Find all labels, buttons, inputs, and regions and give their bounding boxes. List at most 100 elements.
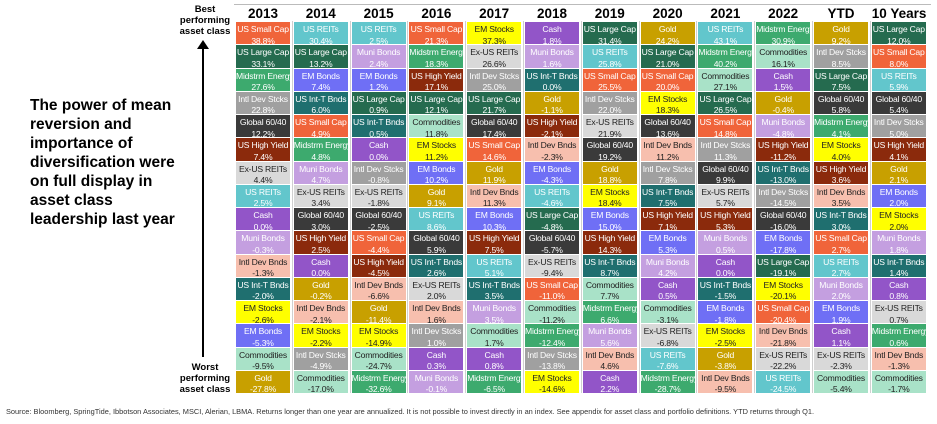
quilt-cell: EM Stocks -2.2% <box>293 324 348 347</box>
ranking-arrow <box>202 44 204 357</box>
return-value: 2.0% <box>889 198 909 207</box>
return-value: 25.5% <box>598 82 622 91</box>
asset-class-name: Intl Dev Bnds <box>816 186 866 197</box>
return-value: -6.8% <box>656 337 679 347</box>
year-column: 10 Years US Large Cap 12.0% US Small Cap 8.0… <box>871 5 926 393</box>
year-column: 2017 EM Stocks 37.3% Ex-US REITs 26.6% Intl D… <box>467 5 522 393</box>
return-value: 18.3% <box>655 105 680 114</box>
quilt-cell: Midstrm Energy -32.6% <box>351 370 406 393</box>
return-value: -9.5% <box>252 361 274 370</box>
return-value: 1.0% <box>426 337 446 347</box>
asset-class-name: US Int-T Bnds <box>815 210 867 220</box>
column-divider <box>812 21 813 393</box>
return-value: -0.3% <box>252 244 274 254</box>
return-value: 25.8% <box>598 58 622 68</box>
return-value: 14.8% <box>713 128 738 138</box>
return-value: -24.5% <box>770 384 797 393</box>
return-value: -27.8% <box>249 384 277 393</box>
asset-class-name: Intl Dev Bnds <box>412 303 461 313</box>
quilt-cell: US Large Cap -4.8% <box>525 208 579 231</box>
return-value: 2.7% <box>831 244 851 254</box>
asset-class-name: US Small Cap <box>815 233 867 244</box>
asset-class-name: US Int-T Bnds <box>641 186 694 197</box>
asset-class-name: Commodities <box>412 117 461 127</box>
return-value: 11.8% <box>425 128 448 138</box>
asset-class-name: US Small Cap <box>641 70 694 81</box>
quilt-cell: Cash 0.0% <box>351 138 406 161</box>
quilt-cell: US REITs -24.5% <box>756 370 811 393</box>
asset-class-name: EM Bonds <box>764 233 803 244</box>
return-value: 2.0% <box>831 291 851 300</box>
asset-class-name: US High Yield <box>873 140 925 151</box>
column-divider <box>754 21 756 393</box>
quilt-cell: Intl Dev Stcks -4.9% <box>293 347 348 370</box>
asset-class-name: US Large Cap <box>699 93 752 104</box>
return-value: 14.3% <box>598 244 622 254</box>
quilt-cell: US Int-T Bnds 8.7% <box>582 254 637 277</box>
return-value: 21.3% <box>424 35 449 45</box>
asset-class-name: Commodities <box>643 303 692 313</box>
asset-class-name: EM Stocks <box>301 326 341 337</box>
return-value: 0.6% <box>889 337 909 347</box>
quilt-cell: Ex-US REITs 5.7% <box>698 184 753 207</box>
asset-class-name: Intl Dev Bnds <box>585 349 635 360</box>
asset-class-name: Intl Dev Stcks <box>469 70 520 81</box>
year-column: 2020 Gold 24.2% US Large Cap 21.0% US Small C… <box>640 5 695 393</box>
quilt-cell: US Int-T Bnds 0.5% <box>351 115 406 138</box>
headline: The power of mean reversion and importan… <box>30 97 175 228</box>
quilt-cell: US REITs 2.5% <box>351 22 406 45</box>
quilt-cell: Intl Dev Bnds -6.6% <box>351 277 406 300</box>
quilt-cell: Midstrm Energy -6.5% <box>467 370 522 393</box>
asset-class-name: Global 60/40 <box>297 210 345 220</box>
asset-class-name: US Large Cap <box>352 93 405 104</box>
asset-class-name: Ex-US REITs <box>817 349 865 360</box>
quilt-cell: Cash 0.0% <box>293 254 348 277</box>
quilt-cell: Gold 18.8% <box>582 161 637 184</box>
return-value: 7.4% <box>311 82 331 91</box>
asset-class-name: Gold <box>485 163 504 174</box>
asset-class-name: Intl Dev Bnds <box>527 140 577 151</box>
return-value: -0.8% <box>367 175 390 184</box>
asset-class-name: US High Yield <box>526 117 578 127</box>
asset-class-name: Midstrm Energy <box>698 47 753 58</box>
return-value: 18.8% <box>598 175 622 184</box>
quilt-cell: Intl Dev Bnds -2.1% <box>293 301 348 324</box>
return-value: -2.5% <box>714 337 737 347</box>
quilt-cell: Cash 0.8% <box>871 277 926 300</box>
return-value: 7.5% <box>658 198 677 207</box>
asset-class-name: EM Stocks <box>243 303 283 313</box>
quilt-cell: Intl Dev Bnds 3.5% <box>814 184 868 207</box>
asset-class-name: EM Bonds <box>475 210 514 220</box>
asset-class-name: US Small Cap <box>237 24 289 34</box>
quilt-cell: US REITs 2.5% <box>236 184 290 207</box>
quilt-cell: US Int-T Bnds 2.6% <box>409 254 464 277</box>
return-value: 30.4% <box>309 35 333 45</box>
quilt-cell: Intl Dev Stcks 22.0% <box>582 91 637 114</box>
asset-class-name: US Int-T Bnds <box>295 93 347 104</box>
quilt-cell: Commodities -24.7% <box>351 347 406 370</box>
return-value: -1.8% <box>367 198 390 207</box>
asset-class-name: EM Bonds <box>706 303 745 313</box>
return-value: 21.7% <box>482 105 507 114</box>
quilt-cell: US Small Cap 8.0% <box>871 45 926 68</box>
asset-class-name: Global 60/40 <box>702 163 749 174</box>
quilt-cell: Global 60/40 19.2% <box>582 138 637 161</box>
asset-class-name: Midstrm Energy <box>409 47 464 58</box>
quilt-cell: Commodities -1.7% <box>871 370 926 393</box>
asset-class-name: Ex-US REITs <box>239 163 287 174</box>
quilt-cell: EM Bonds -5.3% <box>236 324 290 347</box>
quilt-cell: US REITs 5.9% <box>871 68 926 91</box>
return-value: -2.6% <box>252 314 274 324</box>
quilt-cell: Gold 9.2% <box>814 22 868 45</box>
asset-class-name: Gold <box>890 163 908 174</box>
year-column: 2015 US REITs 2.5% Muni Bonds 2.4% EM Bonds 1.… <box>351 5 406 393</box>
return-value: 7.7% <box>600 291 620 300</box>
quilt-cell: Gold 11.9% <box>467 161 522 184</box>
quilt-cell: US REITs -4.6% <box>525 184 579 207</box>
quilt-cell: US High Yield 3.6% <box>814 161 868 184</box>
return-value: 4.8% <box>311 151 331 161</box>
return-value: 2.6% <box>426 268 446 277</box>
asset-class-name: Muni Bonds <box>356 47 401 58</box>
quilt-cell: EM Bonds 5.3% <box>640 231 695 254</box>
return-value: 5.0% <box>889 128 909 138</box>
